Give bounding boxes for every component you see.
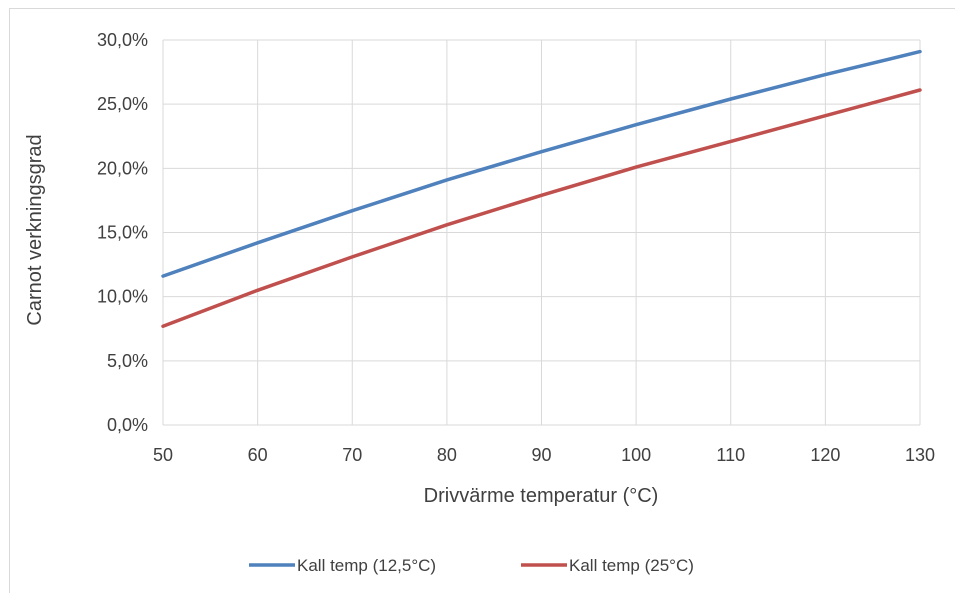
chart-frame: [9, 8, 955, 593]
y-tick-label: 10,0%: [97, 287, 148, 307]
legend-item: Kall temp (25°C): [521, 556, 694, 575]
grid-lines: [162, 39, 921, 426]
x-tick-label: 100: [621, 445, 651, 465]
x-tick-label: 110: [716, 445, 745, 465]
series-line-1: [161, 49, 922, 278]
x-axis-title: Drivvärme temperatur (°C): [424, 485, 659, 507]
x-tick-labels: 50 60 70 80 90 100 110 120 130: [153, 445, 935, 465]
x-tick-label: 50: [153, 445, 173, 465]
legend: Kall temp (12,5°C) Kall temp (25°C): [249, 556, 694, 575]
y-tick-label: 25,0%: [97, 94, 148, 114]
legend-item: Kall temp (12,5°C): [249, 556, 436, 575]
legend-label: Kall temp (25°C): [569, 556, 694, 575]
series-lines: [161, 49, 922, 328]
y-tick-label: 30,0%: [97, 30, 148, 50]
x-tick-label: 90: [531, 445, 551, 465]
x-tick-label: 130: [905, 445, 935, 465]
y-tick-label: 5,0%: [107, 351, 148, 371]
y-tick-label: 20,0%: [97, 158, 148, 178]
legend-label: Kall temp (12,5°C): [297, 556, 436, 575]
series-line-2: [161, 88, 922, 328]
y-tick-label: 0,0%: [107, 415, 148, 435]
x-tick-label: 120: [810, 445, 840, 465]
x-tick-label: 70: [342, 445, 362, 465]
x-tick-label: 60: [248, 445, 268, 465]
x-tick-label: 80: [437, 445, 457, 465]
y-axis-title: Carnot verkningsgrad: [24, 134, 46, 325]
y-tick-label: 15,0%: [97, 223, 148, 243]
y-tick-labels: 0,0% 5,0% 10,0% 15,0% 20,0% 25,0% 30,0%: [97, 30, 148, 435]
